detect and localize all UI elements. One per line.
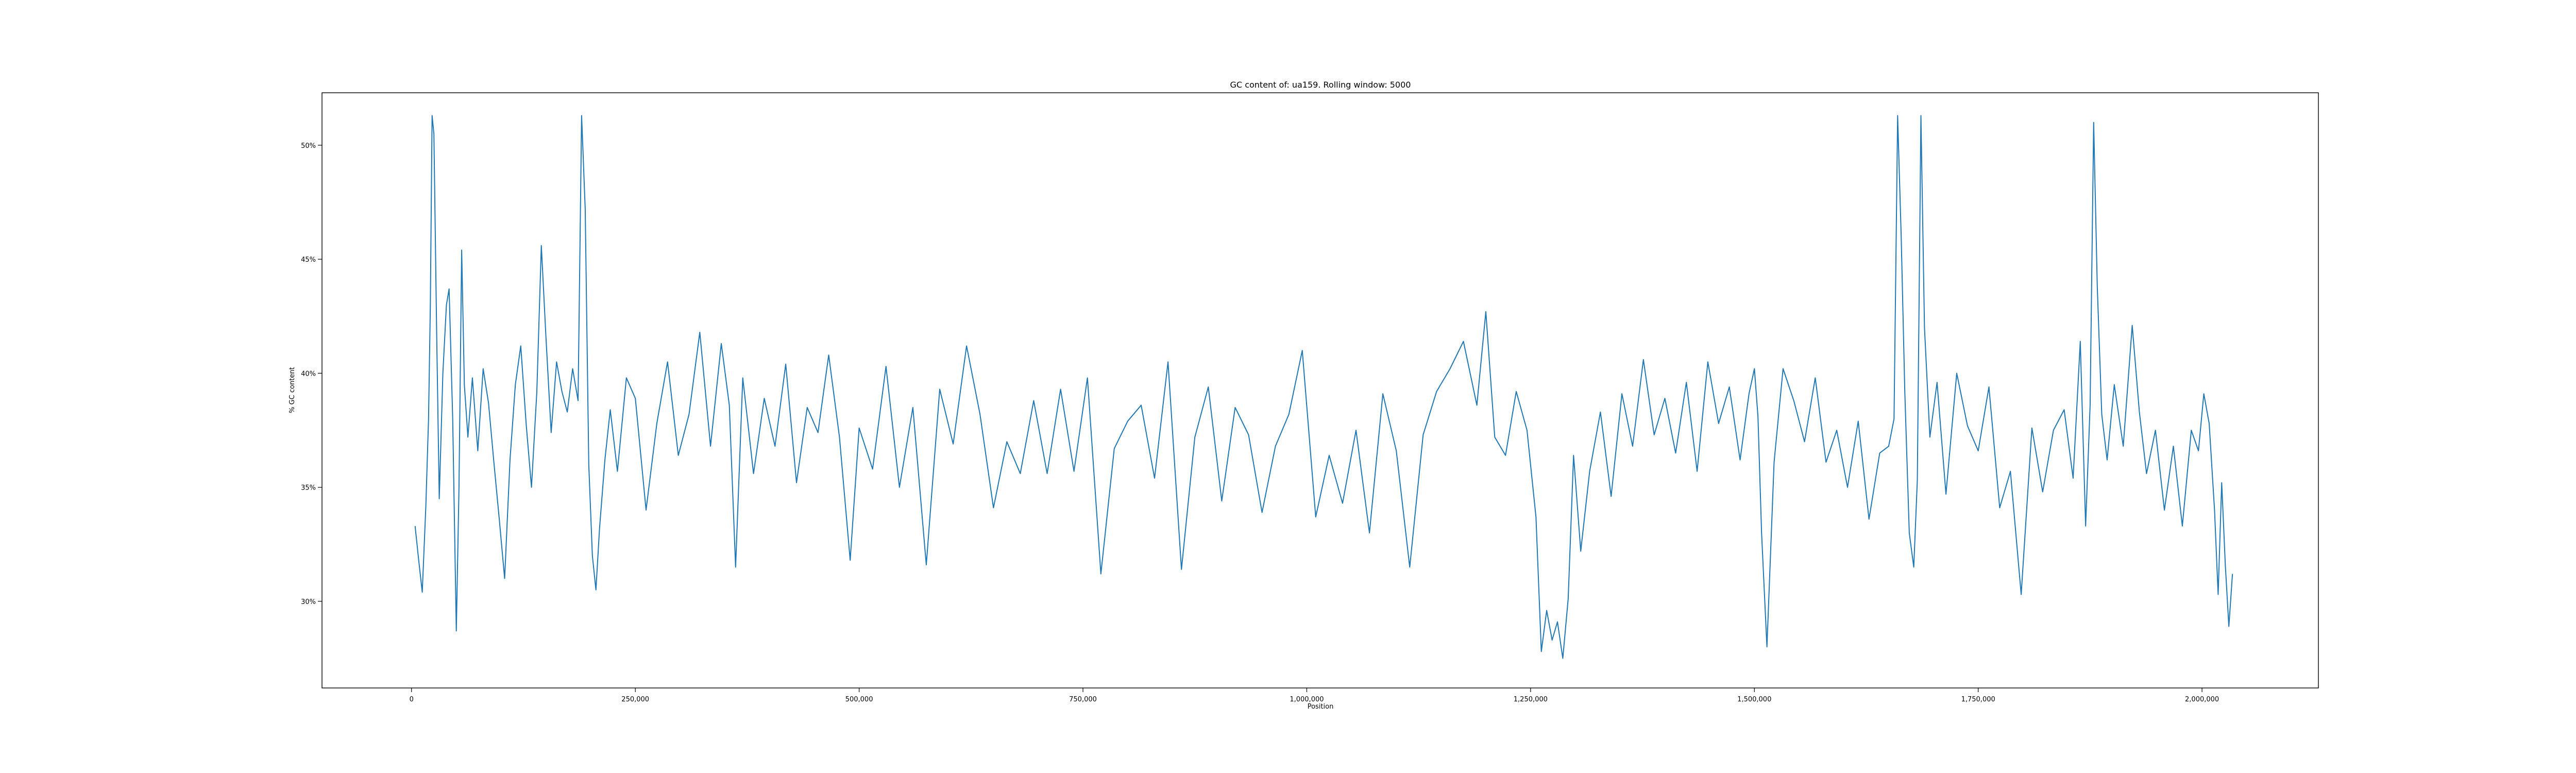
chart-title: GC content of: ua159. Rolling window: 50… bbox=[1230, 80, 1411, 90]
x-tick-label: 1,750,000 bbox=[1961, 696, 1995, 703]
x-tick-label: 0 bbox=[410, 696, 414, 703]
x-tick-label: 1,000,000 bbox=[1290, 696, 1324, 703]
x-tick-label: 500,000 bbox=[845, 696, 873, 703]
y-axis-label: % GC content bbox=[289, 367, 296, 413]
y-tick-label: 35% bbox=[301, 484, 316, 492]
y-tick-label: 50% bbox=[301, 142, 316, 150]
x-axis-label: Position bbox=[1308, 703, 1334, 711]
y-tick-label: 45% bbox=[301, 256, 316, 264]
y-tick-label: 40% bbox=[301, 370, 316, 378]
x-tick-label: 1,500,000 bbox=[1737, 696, 1771, 703]
x-axis: 0 250,000 500,000 750,000 1,000,000 1,250,000… bbox=[410, 688, 2219, 703]
gc-content-series-line bbox=[414, 115, 2233, 659]
x-tick-label: 1,250,000 bbox=[1514, 696, 1548, 703]
x-tick-label: 2,000,000 bbox=[2185, 696, 2219, 703]
plot-frame bbox=[321, 92, 2319, 688]
y-axis: 30% 35% 40% 45% 50% bbox=[301, 142, 322, 606]
y-tick-label: 30% bbox=[301, 598, 316, 606]
x-tick-label: 750,000 bbox=[1069, 696, 1097, 703]
x-tick-label: 250,000 bbox=[621, 696, 649, 703]
